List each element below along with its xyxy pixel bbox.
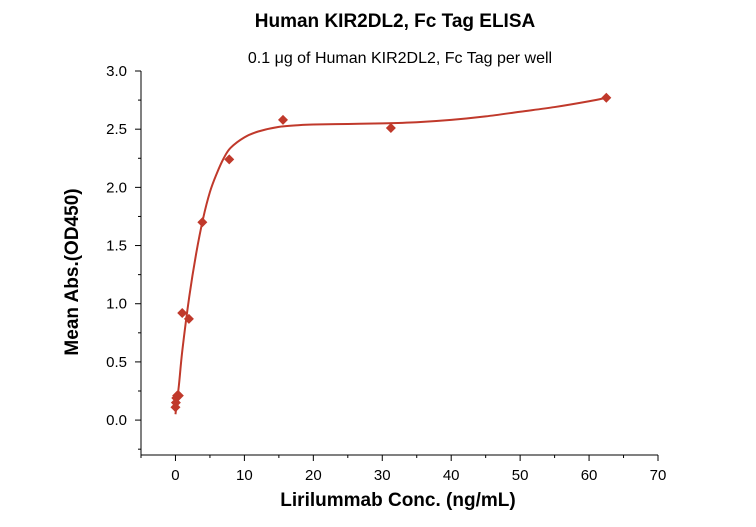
- y-axis-label: Mean Abs.(OD450): [62, 188, 83, 355]
- data-point-diamond: [224, 154, 235, 165]
- y-axis-ticks: 0.0 0.5 1.0 1.5 2.0 2.5 3.0: [106, 63, 141, 450]
- y-tick-label: 0.5: [106, 354, 127, 371]
- x-tick-label: 20: [305, 467, 322, 484]
- plot-area: 0 10 20 30 40 50 60 70 0.0 0.5 1.0 1.5 2.0 2.5 3.0: [106, 63, 666, 484]
- data-point-diamond: [385, 123, 396, 134]
- x-tick-label: 60: [581, 467, 598, 484]
- x-tick-label: 70: [650, 467, 667, 484]
- x-tick-label: 40: [443, 467, 460, 484]
- y-tick-label: 1.5: [106, 238, 127, 255]
- y-tick-label: 0.0: [106, 412, 127, 429]
- data-point-diamond: [601, 92, 612, 103]
- data-point-diamond: [278, 114, 289, 125]
- chart-title: Human KIR2DL2, Fc Tag ELISA: [255, 11, 536, 32]
- x-tick-label: 10: [236, 467, 253, 484]
- data-point-diamond: [177, 308, 188, 319]
- data-point-diamond: [183, 313, 194, 324]
- x-tick-label: 30: [374, 467, 391, 484]
- data-point-diamond: [197, 217, 208, 228]
- fit-curve: [174, 96, 607, 415]
- chart-subtitle: 0.1 μg of Human KIR2DL2, Fc Tag per well: [248, 50, 552, 67]
- data-point-diamond: [173, 390, 184, 401]
- x-axis-label: Lirilummab Conc. (ng/mL): [280, 490, 515, 511]
- y-tick-label: 3.0: [106, 63, 127, 80]
- y-tick-label: 1.0: [106, 296, 127, 313]
- x-axis-ticks: 0 10 20 30 40 50 60 70: [140, 455, 667, 484]
- x-tick-label: 0: [171, 467, 179, 484]
- y-tick-label: 2.5: [106, 121, 127, 138]
- data-points: [170, 92, 612, 413]
- x-tick-label: 50: [512, 467, 529, 484]
- y-tick-label: 2.0: [106, 179, 127, 196]
